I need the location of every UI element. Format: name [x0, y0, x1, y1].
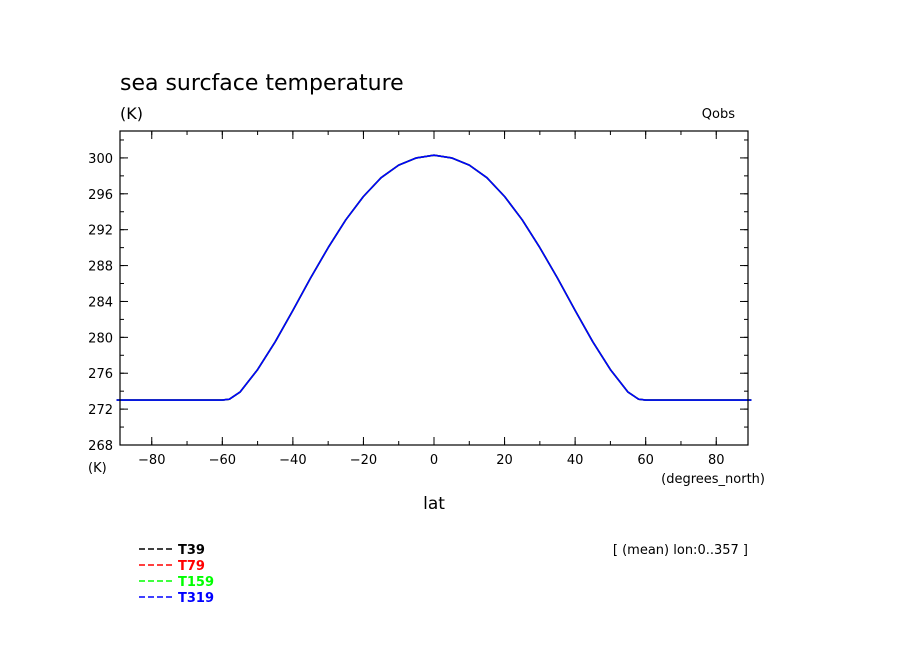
series-line-t159 — [116, 154, 752, 401]
legend-label-t159: T159 — [178, 575, 214, 590]
x-tick-label: 60 — [637, 453, 654, 468]
y-units-label: (K) — [120, 104, 143, 123]
y-tick-label: 276 — [88, 367, 113, 382]
series-line-t319 — [116, 154, 752, 401]
x-tick-label: 40 — [567, 453, 584, 468]
x-tick-label: −20 — [350, 453, 377, 468]
y-units-bottom-label: (K) — [88, 461, 107, 476]
chart-title: sea surcface temperature — [120, 71, 404, 96]
legend-label-t319: T319 — [178, 591, 214, 606]
plot-frame — [119, 130, 749, 446]
y-tick-label: 292 — [88, 224, 113, 239]
y-tick-label: 296 — [88, 188, 113, 203]
x-tick-label: −60 — [209, 453, 236, 468]
case-label: Qobs — [702, 107, 735, 122]
x-tick-label: 20 — [496, 453, 513, 468]
x-tick-label: 80 — [708, 453, 725, 468]
legend-label-t39: T39 — [178, 543, 205, 558]
y-tick-label: 284 — [88, 295, 113, 310]
x-tick-label: −40 — [279, 453, 306, 468]
legend-label-t79: T79 — [178, 559, 205, 574]
x-tick-label: −80 — [138, 453, 165, 468]
series-line-t39 — [116, 154, 752, 401]
y-tick-label: 272 — [88, 403, 113, 418]
axis-ticks: −80 −60 −40 −20 0 20 40 60 80 268 272 276 280 284 288 2… — [88, 131, 748, 468]
x-units-label: (degrees_north) — [661, 472, 765, 487]
y-tick-label: 288 — [88, 260, 113, 275]
x-tick-label: 0 — [430, 453, 438, 468]
x-axis-label: lat — [423, 494, 445, 514]
y-tick-label: 300 — [88, 152, 113, 167]
series-line-t79 — [116, 154, 752, 401]
y-tick-label: 268 — [88, 439, 113, 454]
series-layer — [116, 154, 752, 401]
footnote: [ (mean) lon:0..357 ] — [613, 543, 748, 558]
y-tick-label: 280 — [88, 331, 113, 346]
